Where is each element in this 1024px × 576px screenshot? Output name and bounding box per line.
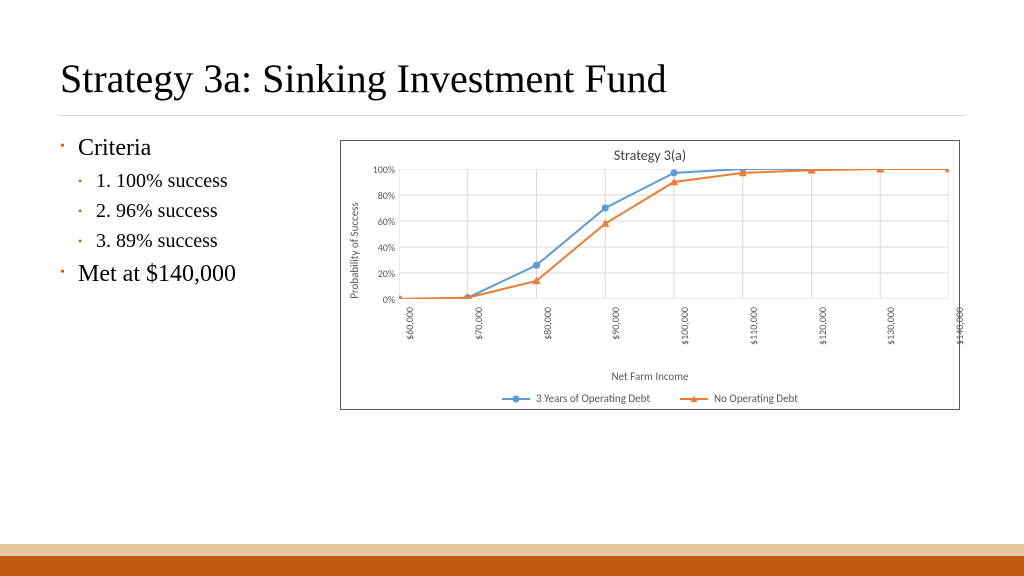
chart-xtick: $60,000 [403,307,416,357]
bullet-list: Criteria 1. 100% success 2. 96% success … [60,130,320,292]
title-divider [60,115,964,116]
chart-ytick: 40% [363,241,395,254]
chart-xtick: $120,000 [816,307,829,357]
footer-band-light [0,544,1024,556]
chart-ylabel: Probability of Success [347,171,361,329]
slide: Strategy 3a: Sinking Investment Fund Cri… [0,0,1024,576]
legend-swatch-0 [502,394,530,404]
chart-legend: 3 Years of Operating Debt No Operating D… [341,392,959,405]
chart-title: Strategy 3(a) [341,147,959,164]
chart-plot [399,169,949,299]
chart-xtick: $130,000 [884,307,897,357]
chart-ytick: 80% [363,189,395,202]
chart-xtick: $90,000 [609,307,622,357]
page-title: Strategy 3a: Sinking Investment Fund [60,55,667,102]
legend-item-1: No Operating Debt [680,392,798,405]
chart-ylabel-text: Probability of Success [348,202,361,299]
chart-ytick: 20% [363,267,395,280]
chart-xtick: $100,000 [678,307,691,357]
chart-ytick: 60% [363,215,395,228]
chart-xtick: $70,000 [472,307,485,357]
legend-item-0: 3 Years of Operating Debt [502,392,650,405]
bullet-criteria: Criteria [60,130,320,166]
legend-label-1: No Operating Debt [714,392,798,405]
legend-label-0: 3 Years of Operating Debt [536,392,650,405]
chart-xtick: $110,000 [747,307,760,357]
chart-container: Strategy 3(a) Probability of Success Net… [340,140,960,410]
chart-xlabel: Net Farm Income [341,370,959,383]
legend-swatch-1 [680,394,708,404]
bullet-met-at: Met at $140,000 [60,256,320,292]
chart-xtick: $80,000 [541,307,554,357]
bullet-sub-2: 2. 96% success [60,196,320,226]
chart-xtick: $140,000 [953,307,966,357]
chart-ytick: 100% [363,163,395,176]
bullet-sub-1: 1. 100% success [60,166,320,196]
bullet-sub-3: 3. 89% success [60,226,320,256]
chart-ytick: 0% [363,293,395,306]
footer-band-dark [0,556,1024,576]
